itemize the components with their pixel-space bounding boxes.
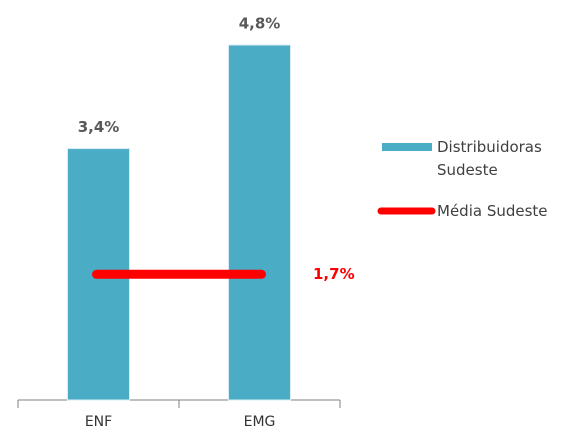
x-tick-label: EMG [244,414,276,430]
legend-label: Média Sudeste [437,202,548,220]
value-label: 3,4% [78,118,120,136]
x-tick-label: ENF [85,414,112,430]
legend-swatch [382,143,432,151]
bar [228,44,291,401]
legend-label: Distribuidoras Sudeste [437,138,542,179]
value-label: 4,8% [239,15,281,33]
average-label: 1,7% [313,265,355,283]
